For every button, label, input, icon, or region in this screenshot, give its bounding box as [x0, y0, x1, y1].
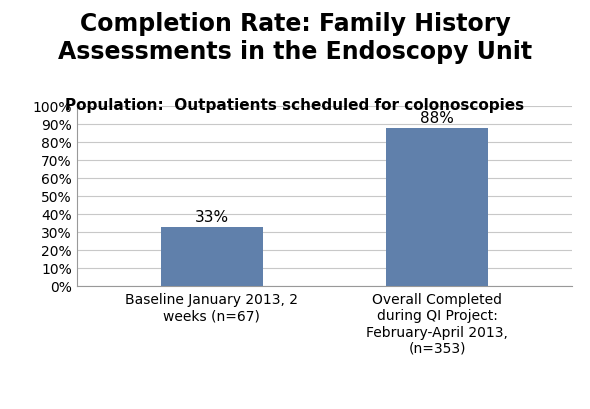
- Text: Completion Rate: Family History
Assessments in the Endoscopy Unit: Completion Rate: Family History Assessme…: [58, 12, 532, 64]
- Text: 88%: 88%: [420, 111, 454, 126]
- Bar: [161, 227, 263, 286]
- Text: Population:  Outpatients scheduled for colonoscopies: Population: Outpatients scheduled for co…: [65, 98, 525, 113]
- Bar: [386, 128, 488, 286]
- Text: 33%: 33%: [195, 210, 229, 225]
